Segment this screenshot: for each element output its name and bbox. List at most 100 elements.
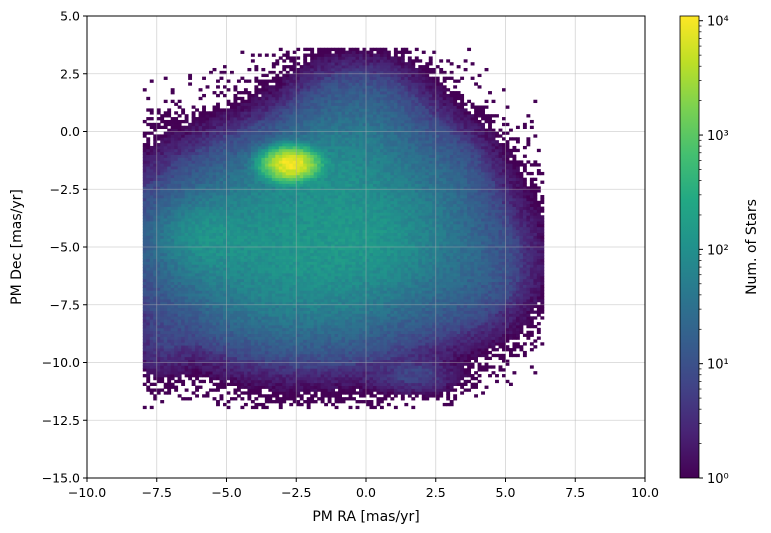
heatmap-cell <box>163 261 168 265</box>
heatmap-cell <box>198 177 203 181</box>
heatmap-cell <box>292 108 297 112</box>
heatmap-cell <box>142 223 147 228</box>
heatmap-cell <box>233 189 238 193</box>
heatmap-cell <box>195 209 199 213</box>
heatmap-cell <box>202 267 206 271</box>
heatmap-cell <box>278 319 283 323</box>
heatmap-cell <box>149 209 154 213</box>
heatmap-cell <box>243 330 248 335</box>
heatmap-cell <box>303 223 308 228</box>
heatmap-cell <box>275 88 280 92</box>
heatmap-cell <box>271 186 276 190</box>
heatmap-cell <box>285 122 290 127</box>
heatmap-cell <box>299 249 304 254</box>
heatmap-cell <box>254 85 259 89</box>
heatmap-cell <box>275 99 280 104</box>
heatmap-cell <box>254 374 259 378</box>
heatmap-cell <box>271 180 276 184</box>
heatmap-cell <box>226 362 231 366</box>
heatmap-cell <box>205 223 210 228</box>
heatmap-cell <box>202 180 206 184</box>
heatmap-cell <box>170 296 175 300</box>
heatmap-cell <box>296 85 301 89</box>
heatmap-cell <box>275 235 280 239</box>
heatmap-cell <box>142 296 147 300</box>
heatmap-cell <box>247 301 252 306</box>
heatmap-cell <box>243 102 248 106</box>
heatmap-cell <box>174 125 179 130</box>
heatmap-cell <box>271 336 276 340</box>
heatmap-cell <box>177 206 182 210</box>
heatmap-cell <box>177 99 182 104</box>
heatmap-cell <box>292 235 297 239</box>
heatmap-cell <box>233 229 238 233</box>
heatmap-cell <box>219 275 224 280</box>
heatmap-cell <box>167 301 172 306</box>
heatmap-cell <box>271 209 276 213</box>
heatmap-cell <box>177 215 182 219</box>
heatmap-cell <box>181 397 186 401</box>
heatmap-cell <box>160 327 165 332</box>
heatmap-cell <box>299 397 304 401</box>
heatmap-cell <box>205 287 210 291</box>
heatmap-cell <box>212 368 217 372</box>
heatmap-cell <box>142 284 147 288</box>
heatmap-cell <box>296 316 301 320</box>
heatmap-cell <box>153 322 158 326</box>
heatmap-cell <box>153 125 158 130</box>
heatmap-cell <box>219 298 224 303</box>
heatmap-cell <box>264 163 269 167</box>
heatmap-cell <box>285 244 290 248</box>
heatmap-cell <box>149 339 154 343</box>
heatmap-cell <box>167 160 172 164</box>
heatmap-cell <box>153 209 158 213</box>
heatmap-cell <box>177 125 182 130</box>
heatmap-cell <box>149 215 154 219</box>
heatmap-cell <box>163 195 168 199</box>
heatmap-cell <box>296 140 301 144</box>
heatmap-cell <box>271 145 276 150</box>
heatmap-cell <box>289 229 294 233</box>
heatmap-cell <box>303 59 308 63</box>
heatmap-cell <box>254 119 259 124</box>
heatmap-cell <box>191 148 196 153</box>
heatmap-cell <box>303 362 308 366</box>
heatmap-cell <box>156 336 161 340</box>
heatmap-cell <box>261 252 266 257</box>
heatmap-cell <box>292 394 297 398</box>
heatmap-cell <box>184 284 189 288</box>
heatmap-cell <box>156 365 161 369</box>
heatmap-cell <box>212 125 217 130</box>
heatmap-cell <box>271 232 276 236</box>
heatmap-cell <box>289 313 294 317</box>
heatmap-cell <box>202 174 206 179</box>
heatmap-cell <box>184 206 189 210</box>
heatmap-cell <box>271 287 276 291</box>
heatmap-cell <box>296 241 301 245</box>
heatmap-cell <box>306 258 311 262</box>
heatmap-cell <box>285 93 290 98</box>
heatmap-cell <box>233 345 238 349</box>
heatmap-cell <box>156 298 161 303</box>
heatmap-cell <box>282 339 287 343</box>
heatmap-cell <box>271 270 276 274</box>
heatmap-cell <box>146 180 151 184</box>
heatmap-cell <box>261 151 266 155</box>
heatmap-cell <box>160 301 165 306</box>
heatmap-cell <box>229 339 234 343</box>
heatmap-cell <box>254 307 259 311</box>
heatmap-cell <box>160 154 165 158</box>
heatmap-cell <box>219 345 224 349</box>
heatmap-cell <box>174 345 179 349</box>
heatmap-cell <box>240 322 245 326</box>
heatmap-cell <box>289 267 294 271</box>
heatmap-cell <box>247 264 252 268</box>
heatmap-cell <box>184 359 189 363</box>
heatmap-cell <box>229 324 234 329</box>
heatmap-cell <box>299 128 304 132</box>
heatmap-cell <box>142 192 147 196</box>
heatmap-cell <box>271 166 276 170</box>
heatmap-cell <box>191 374 196 378</box>
heatmap-cell <box>268 177 273 181</box>
heatmap-cell <box>146 359 151 363</box>
